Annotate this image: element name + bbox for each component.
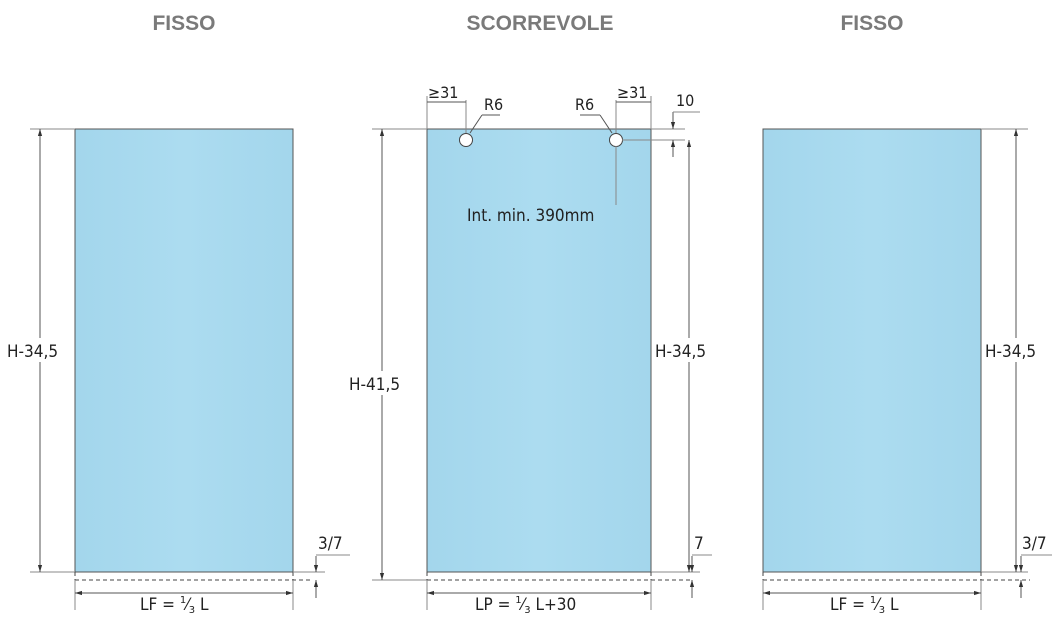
- height-dimension-right: H-34,5: [981, 128, 1050, 573]
- edge-distance-right: ≥31: [615, 83, 652, 133]
- width-label-left: LF = 1⁄3 L: [140, 595, 209, 616]
- width-label-center: LP = 1⁄3 L+30: [475, 595, 576, 616]
- radius-leader-left: R6: [469, 95, 503, 134]
- glass-panel-right: [762, 128, 982, 573]
- radius-leader-right: R6: [575, 95, 613, 134]
- gap-dimension-right: 3/7: [1018, 534, 1052, 598]
- panel-title-scorrevole: SCORREVOLE: [466, 12, 614, 35]
- width-dimension-right: LF = 1⁄3 L: [762, 580, 982, 616]
- panel-fisso-right: H-34,5 3/7 LF = 1⁄3 L: [762, 128, 1052, 616]
- hole-right: [609, 133, 623, 147]
- height-label-center-right: H-34,5: [655, 342, 706, 362]
- height-label-left: H-34,5: [7, 342, 58, 362]
- hole-left: [459, 133, 473, 147]
- gap-label-center: 7: [694, 534, 704, 554]
- height-label-right: H-34,5: [985, 342, 1036, 362]
- gap-label-right: 3/7: [1022, 534, 1047, 554]
- top-offset-label: 10: [676, 91, 694, 110]
- width-dimension-left: LF = 1⁄3 L: [74, 580, 294, 616]
- height-label-center: H-41,5: [349, 375, 400, 395]
- interaxis-label: Int. min. 390mm: [467, 206, 594, 226]
- top-offset-dimension: 10: [622, 91, 700, 157]
- height-dimension-left: H-34,5: [4, 128, 75, 573]
- radius-label-right: R6: [575, 95, 594, 114]
- interaxis-dimension: Int. min. 390mm: [467, 146, 617, 226]
- panel-title-fisso-left: FISSO: [152, 12, 216, 35]
- glass-panel-left: [74, 128, 294, 573]
- width-dimension-center: LP = 1⁄3 L+30: [426, 580, 652, 616]
- edge-label-left: ≥31: [428, 83, 458, 102]
- height-dimension-center-right: H-34,5: [651, 140, 720, 573]
- gap-label-left: 3/7: [318, 534, 343, 554]
- panel-title-fisso-right: FISSO: [840, 12, 904, 35]
- radius-label-left: R6: [484, 95, 503, 114]
- gap-dimension-left: 3/7: [293, 534, 350, 598]
- edge-distance-left: ≥31: [426, 83, 467, 133]
- height-dimension-center-left: H-41,5: [346, 128, 427, 581]
- panel-scorrevole: R6 R6 ≥31 ≥31 10: [346, 83, 720, 616]
- glass-panel-center: [426, 128, 652, 573]
- gap-dimension-center: 7: [689, 534, 712, 598]
- edge-label-right: ≥31: [617, 83, 647, 102]
- width-label-right: LF = 1⁄3 L: [830, 595, 899, 616]
- panel-fisso-left: H-34,5 3/7 LF = 1⁄3 L: [4, 128, 350, 616]
